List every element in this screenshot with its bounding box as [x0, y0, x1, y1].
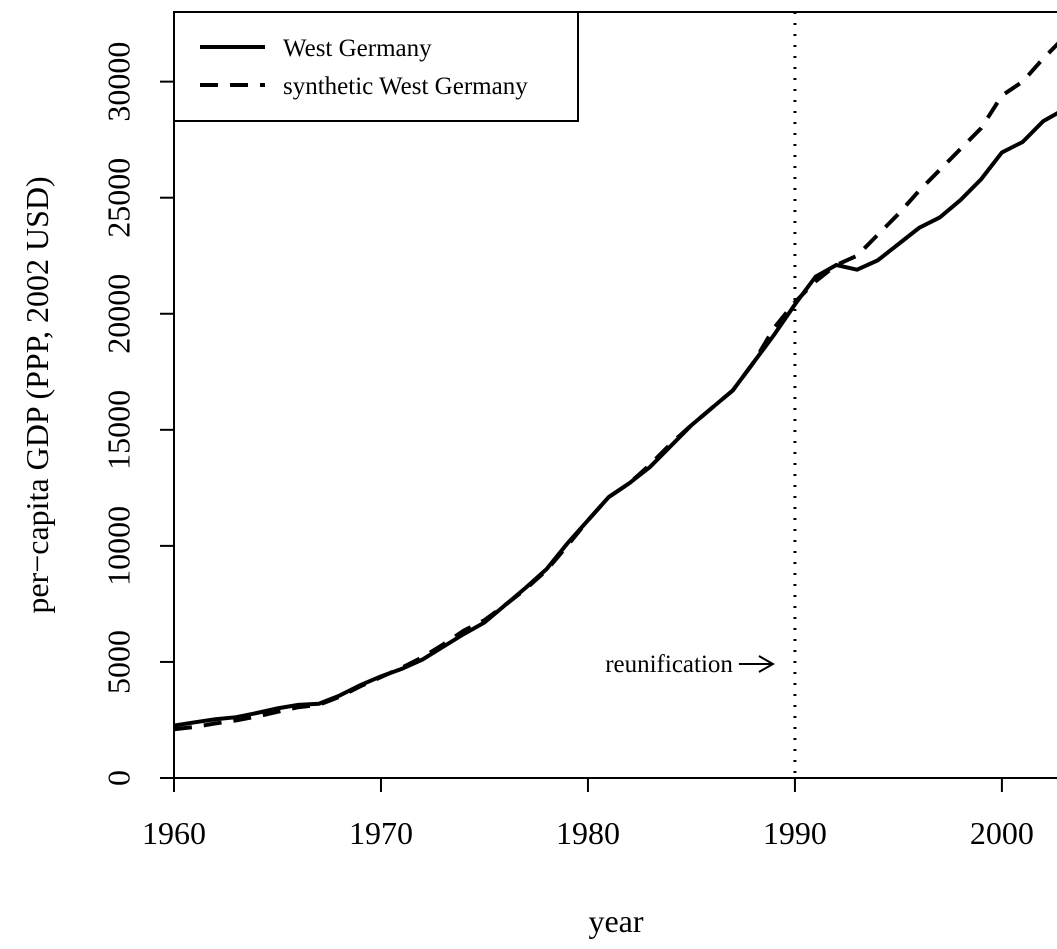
- x-axis-label: year: [588, 903, 643, 939]
- y-tick-label: 10000: [100, 506, 136, 586]
- x-tick-label: 1960: [142, 815, 206, 851]
- annotation-arrow: [738, 655, 775, 673]
- y-tick-label: 15000: [100, 390, 136, 470]
- y-tick-label: 30000: [100, 42, 136, 122]
- x-tick-label: 1970: [349, 815, 413, 851]
- y-axis-label: per−capita GDP (PPP, 2002 USD): [19, 176, 55, 613]
- y-tick-label: 25000: [100, 158, 136, 238]
- legend-label: synthetic West Germany: [283, 73, 528, 100]
- series-line: [173, 111, 1057, 728]
- y-tick-label: 20000: [100, 274, 136, 354]
- plot-frame: [173, 11, 1057, 779]
- legend-box: [173, 11, 579, 122]
- legend-label: West Germany: [283, 35, 432, 62]
- x-tick-label: 2000: [970, 815, 1034, 851]
- series-line: [173, 41, 1057, 732]
- y-tick-label: 0: [100, 770, 136, 786]
- x-tick-label: 1980: [556, 815, 620, 851]
- y-tick-label: 5000: [100, 630, 136, 694]
- x-tick-label: 1990: [763, 815, 827, 851]
- annotation: reunification: [605, 651, 733, 678]
